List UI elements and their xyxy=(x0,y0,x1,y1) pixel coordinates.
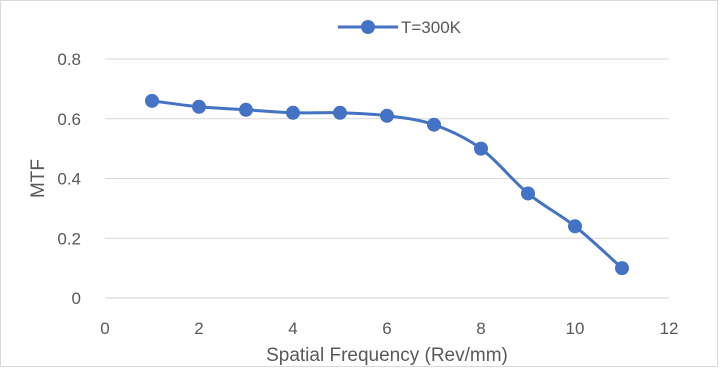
x-tick-label: 10 xyxy=(566,319,585,338)
x-axis-tick-labels: 0 2 4 6 8 10 12 xyxy=(100,319,678,338)
y-axis-tick-labels: 0 0.2 0.4 0.6 0.8 xyxy=(57,50,81,308)
legend: T=300K xyxy=(338,18,462,37)
data-point xyxy=(145,93,159,108)
gridlines xyxy=(105,58,669,239)
x-tick-label: 2 xyxy=(194,319,203,338)
series-line xyxy=(150,99,624,270)
x-tick-label: 6 xyxy=(382,319,391,338)
legend-label: T=300K xyxy=(401,18,462,37)
x-tick-label: 0 xyxy=(100,319,109,338)
x-tick-label: 4 xyxy=(288,319,297,338)
data-point xyxy=(615,261,629,276)
data-point xyxy=(192,99,206,114)
data-point xyxy=(521,186,535,201)
y-tick-label: 0.2 xyxy=(57,229,81,248)
data-point xyxy=(286,105,300,120)
data-point xyxy=(568,219,582,234)
data-point xyxy=(333,105,347,120)
x-tick-label: 12 xyxy=(660,319,679,338)
y-tick-label: 0 xyxy=(72,289,81,308)
legend-marker-swatch xyxy=(361,20,375,34)
y-axis-title: MTF xyxy=(28,159,49,198)
y-tick-label: 0.8 xyxy=(57,50,81,69)
x-tick-label: 8 xyxy=(476,319,485,338)
x-axis-title: Spatial Frequency (Rev/mm) xyxy=(266,345,508,366)
data-point xyxy=(380,108,394,123)
y-tick-label: 0.4 xyxy=(57,170,81,189)
data-point xyxy=(474,141,488,156)
y-tick-label: 0.6 xyxy=(57,110,81,129)
data-point xyxy=(427,117,441,132)
data-point xyxy=(239,102,253,117)
series-layer xyxy=(145,93,629,276)
